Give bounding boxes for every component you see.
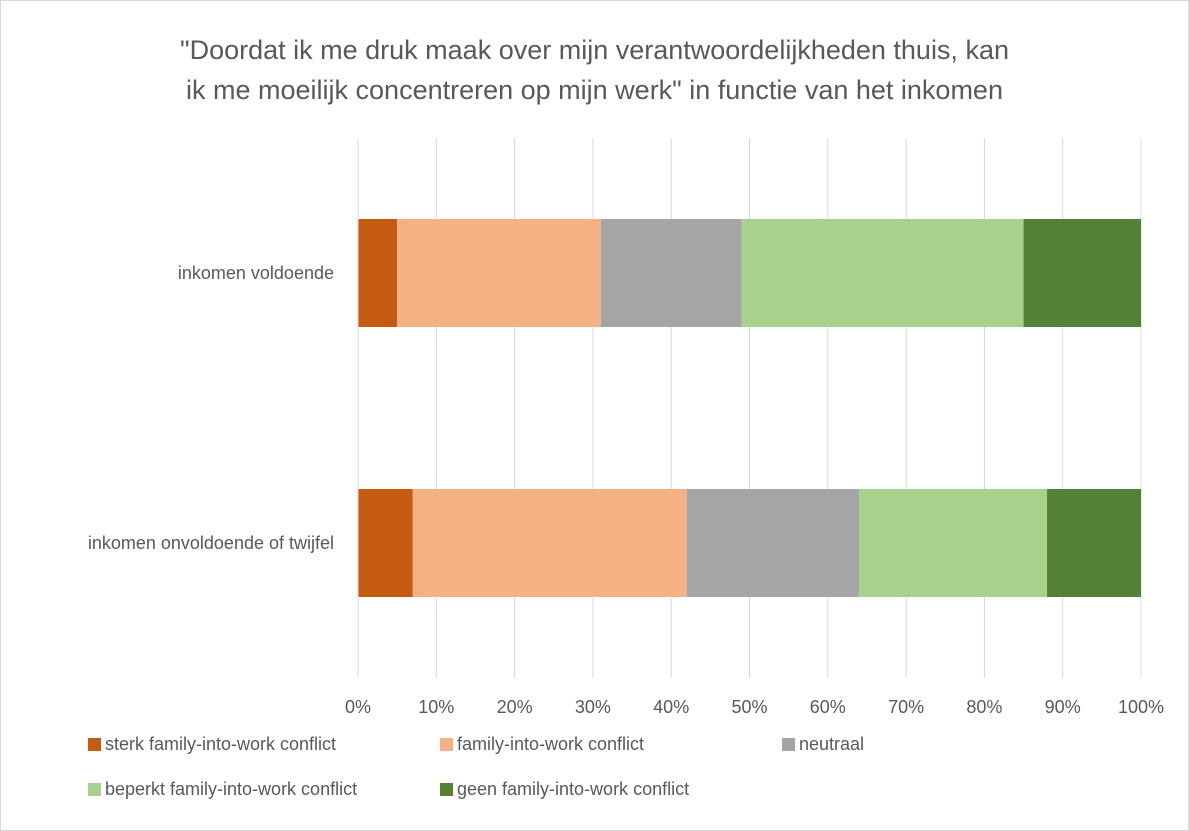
x-tick-label: 20% xyxy=(497,697,533,717)
legend-swatch xyxy=(440,783,453,796)
bar-segment xyxy=(741,219,1024,327)
x-tick-label: 0% xyxy=(345,697,371,717)
legend-label: family-into-work conflict xyxy=(457,734,645,754)
legend-item: geen family-into-work conflict xyxy=(440,779,689,800)
bar-segment xyxy=(358,219,398,327)
x-tick-label: 30% xyxy=(575,697,611,717)
x-tick-label: 10% xyxy=(418,697,454,717)
bar-segment xyxy=(1023,219,1141,327)
x-tick-label: 40% xyxy=(653,697,689,717)
legend-label: neutraal xyxy=(799,734,865,754)
legend-swatch xyxy=(88,738,101,751)
y-tick-label: inkomen onvoldoende of twijfel xyxy=(88,533,334,553)
legend-item: beperkt family-into-work conflict xyxy=(88,779,357,800)
legend-label: beperkt family-into-work conflict xyxy=(105,779,358,799)
legend-item: sterk family-into-work conflict xyxy=(88,734,336,755)
legend-swatch xyxy=(782,738,795,751)
bar-segment xyxy=(1047,489,1141,597)
chart-title-line-1: "Doordat ik me druk maak over mijn veran… xyxy=(180,35,1009,65)
bar-segment xyxy=(358,489,413,597)
x-tick-label: 80% xyxy=(966,697,1002,717)
legend-label: geen family-into-work conflict xyxy=(457,779,690,799)
bar-segment xyxy=(412,489,687,597)
bar-segment xyxy=(600,219,742,327)
x-tick-label: 70% xyxy=(888,697,924,717)
bar-segment xyxy=(686,489,860,597)
legend-item: neutraal xyxy=(782,734,864,755)
legend-swatch xyxy=(440,738,453,751)
chart-title-line-2: ik me moeilijk concentreren op mijn werk… xyxy=(186,75,1003,105)
y-tick-label: inkomen voldoende xyxy=(178,263,334,283)
legend-swatch xyxy=(88,783,101,796)
bar-segment xyxy=(859,489,1048,597)
x-tick-label: 100% xyxy=(1118,697,1164,717)
legend-label: sterk family-into-work conflict xyxy=(105,734,337,754)
bar-segment xyxy=(397,219,601,327)
legend-item: family-into-work conflict xyxy=(440,734,644,755)
chart-title: "Doordat ik me druk maak over mijn veran… xyxy=(0,30,1189,110)
x-tick-label: 90% xyxy=(1045,697,1081,717)
x-tick-label: 50% xyxy=(731,697,767,717)
x-tick-label: 60% xyxy=(810,697,846,717)
